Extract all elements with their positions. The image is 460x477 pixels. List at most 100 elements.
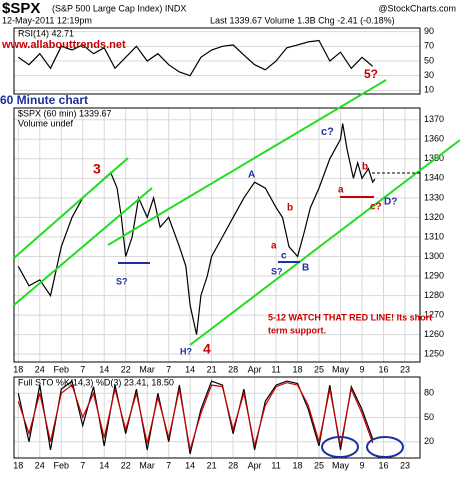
x-tick-label: 25 [314, 460, 324, 470]
x-tick-label: 28 [228, 364, 238, 374]
y-tick-label: 1360 [424, 134, 444, 144]
annotation: H? [180, 346, 192, 356]
x-tick-label: 24 [35, 460, 45, 470]
x-tick-label: 23 [400, 364, 410, 374]
x-tick-label: 11 [271, 364, 280, 374]
y-tick-label: 80 [424, 388, 434, 398]
x-tick-label: 16 [378, 460, 388, 470]
trendline [107, 79, 387, 246]
x-tick-label: 18 [293, 364, 303, 374]
y-tick-label: 1330 [424, 192, 444, 202]
date: 12-May-2011 12:19pm [2, 15, 92, 25]
panel-frame [13, 376, 421, 459]
x-tick-label: 11 [271, 460, 280, 470]
annotation: a [338, 185, 344, 196]
y-tick-label: 90 [424, 26, 434, 36]
x-tick-label: 14 [185, 460, 195, 470]
highlight-circle [321, 436, 359, 458]
symbol: $SPX [2, 0, 40, 17]
x-tick-label: May [332, 460, 350, 470]
y-tick-label: 1300 [424, 251, 444, 261]
x-tick-label: 21 [207, 460, 217, 470]
annotation: c [281, 251, 287, 262]
annotation: 3 [93, 161, 101, 177]
y-tick-label: 1350 [424, 153, 444, 163]
highlight-circle [366, 436, 404, 458]
x-tick-label: Feb [54, 460, 70, 470]
trendline [13, 187, 153, 306]
x-tick-label: 24 [35, 364, 45, 374]
y-tick-label: 1290 [424, 270, 444, 280]
annotation: A [248, 170, 255, 181]
x-tick-label: May [332, 364, 350, 374]
panel-title: RSI(14) 42.71 [18, 28, 74, 38]
x-tick-label: 22 [121, 460, 131, 470]
x-tick-label: Apr [248, 364, 262, 374]
x-tick-label: 28 [228, 460, 238, 470]
x-tick-label: 23 [400, 460, 410, 470]
panel-frame [13, 107, 421, 363]
annotation: D? [384, 197, 397, 208]
x-tick-label: 21 [207, 364, 217, 374]
annotation: 5? [364, 67, 378, 81]
y-tick-label: 1340 [424, 173, 444, 183]
y-tick-label: 50 [424, 55, 434, 65]
annotation: c? [321, 126, 334, 138]
x-tick-label: 14 [99, 364, 109, 374]
annotation: c? [370, 202, 382, 213]
panel-subtitle: Volume undef [18, 118, 74, 128]
x-tick-label: 25 [314, 364, 324, 374]
site: www.allabouttrends.net [1, 39, 126, 51]
y-tick-label: 1280 [424, 290, 444, 300]
y-tick-label: 30 [424, 70, 434, 80]
y-tick-label: 1320 [424, 212, 444, 222]
x-tick-label: 18 [13, 460, 23, 470]
x-tick-label: 7 [80, 460, 85, 470]
timeframe: 60 Minute chart [0, 93, 88, 107]
annotation: b [287, 203, 293, 214]
x-tick-label: 9 [359, 364, 364, 374]
trendline [189, 139, 460, 346]
annotation: S? [116, 276, 128, 286]
x-tick-label: 9 [359, 460, 364, 470]
data-line [17, 39, 374, 77]
x-tick-label: 18 [293, 460, 303, 470]
y-tick-label: 1250 [424, 349, 444, 359]
annotation: 5-12 WATCH THAT RED LINE! Its short [268, 312, 432, 322]
x-tick-label: 22 [121, 364, 131, 374]
panel-title: $SPX (60 min) 1339.67 [18, 108, 112, 118]
annotation: a [271, 241, 277, 252]
y-tick-label: 1370 [424, 114, 444, 124]
annotation: B [302, 263, 309, 274]
x-tick-label: 14 [99, 460, 109, 470]
y-tick-label: 1260 [424, 329, 444, 339]
annotation: 4 [203, 341, 211, 357]
trendline [13, 157, 129, 259]
panel-title: Full STO %K(14,3) %D(3) 23.41, 18.50 [18, 377, 174, 387]
trendlines [13, 79, 460, 458]
y-tick-label: 10 [424, 85, 434, 95]
x-tick-label: 7 [166, 460, 171, 470]
x-tick-label: 14 [185, 364, 195, 374]
y-tick-label: 70 [424, 41, 434, 51]
panel-background [14, 108, 420, 362]
y-tick-label: 1270 [424, 309, 444, 319]
x-tick-label: 7 [166, 364, 171, 374]
y-tick-label: 1310 [424, 231, 444, 241]
source: @StockCharts.com [378, 3, 456, 13]
y-tick-label: 20 [424, 436, 434, 446]
annotation: term support. [268, 325, 326, 335]
panels: 10 30 50 70 90 RSI(14) 42.71 1250 1260 1270 1280 1… [13, 26, 444, 470]
x-tick-label: 7 [80, 364, 85, 374]
x-tick-label: 16 [378, 364, 388, 374]
index-name: (S&P 500 Large Cap Index) INDX [52, 3, 186, 13]
quote: Last 1339.67 Volume 1.3B Chg -2.41 (-0.1… [210, 15, 395, 25]
data-line [17, 382, 374, 451]
x-tick-label: Mar [139, 364, 155, 374]
y-tick-label: 50 [424, 412, 434, 422]
x-tick-label: Mar [139, 460, 155, 470]
annotation: S? [271, 266, 283, 276]
annotation: b [362, 162, 368, 173]
x-tick-label: Apr [248, 460, 262, 470]
